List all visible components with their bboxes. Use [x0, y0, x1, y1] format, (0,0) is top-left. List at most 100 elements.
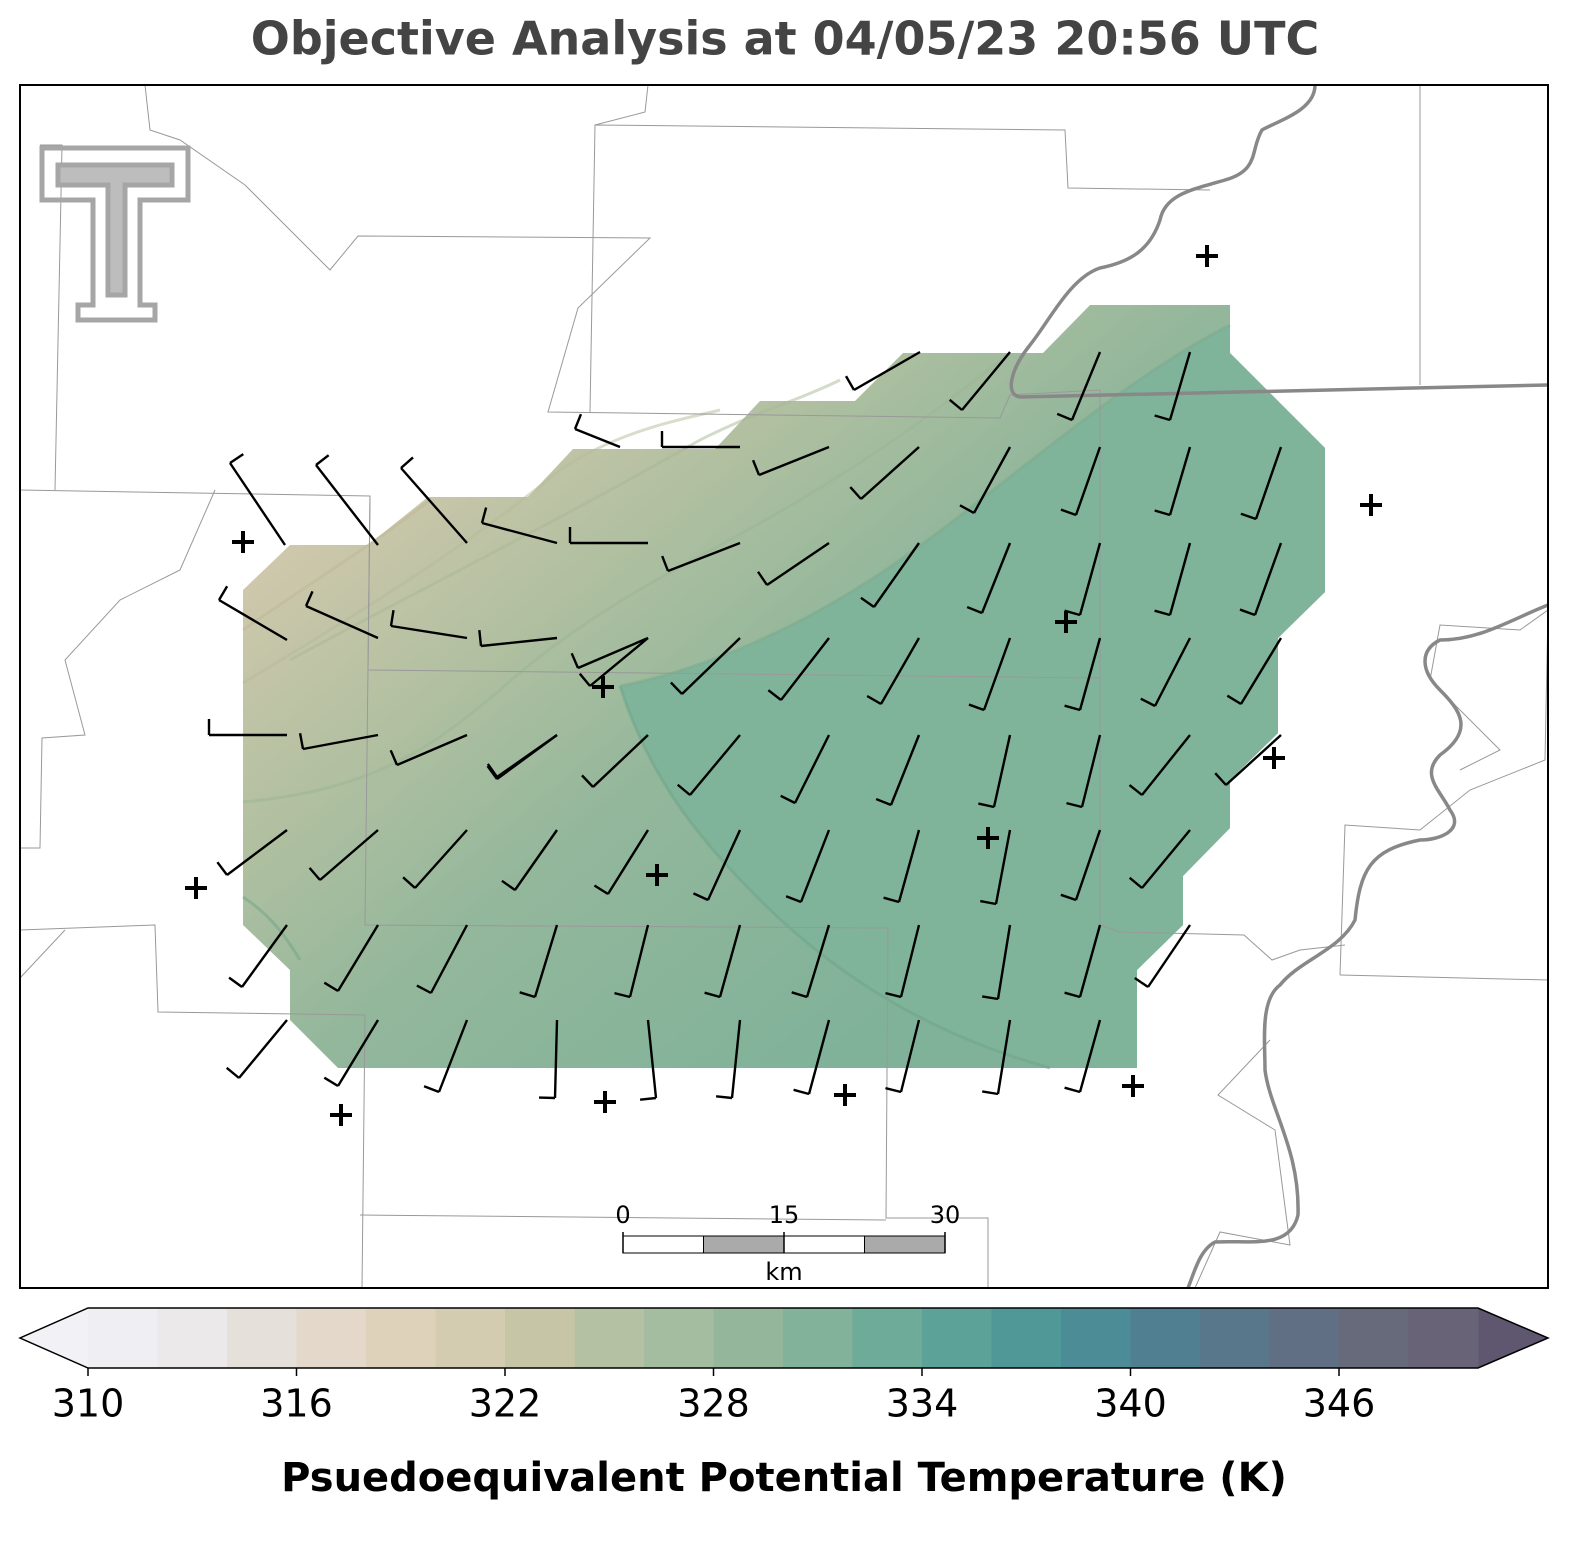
contour — [242, 895, 302, 961]
wind-barb — [1064, 542, 1102, 617]
colorbar-extend-high — [1478, 1308, 1548, 1368]
wind-barb — [225, 1019, 288, 1079]
wind-barb — [1140, 637, 1192, 708]
river — [1186, 603, 1548, 1288]
wind-barb — [849, 446, 920, 500]
wind-barb — [844, 350, 921, 392]
station — [232, 531, 254, 553]
map-area — [20, 85, 1548, 1288]
wind-barb — [860, 542, 920, 608]
county-line — [364, 495, 989, 1288]
wind-barb — [1056, 351, 1102, 422]
contour — [618, 685, 1051, 1070]
state-line — [1009, 85, 1548, 399]
wind-barb — [1064, 1019, 1102, 1094]
wind-barb — [875, 734, 921, 807]
contour — [289, 378, 841, 662]
wind-barb — [400, 456, 468, 544]
station — [646, 864, 668, 886]
colorbar-tick-label: 316 — [260, 1382, 333, 1426]
logo-t-inner — [55, 162, 175, 298]
colorbar-segment — [366, 1308, 436, 1368]
colorbar-segment — [435, 1308, 506, 1368]
county-line — [20, 924, 366, 1288]
wind-barb — [538, 1019, 559, 1100]
station — [977, 827, 999, 849]
wind-barb — [866, 637, 921, 706]
colorbar-segment — [1061, 1308, 1131, 1368]
wind-barb — [298, 733, 379, 751]
wind-barb — [980, 829, 1012, 906]
wind-barb — [767, 637, 830, 701]
station — [185, 877, 207, 899]
station — [1122, 1075, 1144, 1097]
wind-barb — [639, 1019, 658, 1101]
wind-barb — [670, 637, 741, 695]
title: Objective Analysis at 04/05/23 20:56 UTC — [251, 12, 1320, 66]
colorbar-segment — [783, 1308, 853, 1368]
station — [592, 676, 614, 698]
colorbar-segment — [157, 1308, 228, 1368]
wind-barb — [968, 637, 1012, 712]
wind-barb — [229, 453, 286, 546]
wind-barb — [791, 924, 831, 999]
wind-barb — [1214, 734, 1282, 786]
county-line — [144, 85, 1346, 961]
scale-bar: 0 15 30 km — [615, 1201, 960, 1286]
wind-barb — [1064, 637, 1102, 712]
map-frame — [19, 84, 1549, 1289]
county-line — [20, 489, 216, 849]
colorbar-segment — [296, 1308, 367, 1368]
wind-barb — [1239, 542, 1283, 617]
wind-barb — [416, 924, 469, 995]
wind-barb — [1060, 829, 1102, 902]
station — [1055, 611, 1077, 633]
logo — [39, 145, 191, 323]
colorbar-label: Psuedoequivalent Potential Temperature (… — [281, 1455, 1287, 1501]
scale-segment — [703, 1235, 785, 1254]
wind-barb — [785, 829, 831, 904]
wind-barb — [570, 636, 649, 670]
colorbar-segment — [991, 1308, 1062, 1368]
wind-barb — [315, 454, 379, 546]
wind-barb — [751, 445, 830, 477]
wind-barb — [661, 541, 741, 573]
wind-barb — [389, 733, 468, 767]
county-line — [359, 1214, 887, 1221]
wind-barb — [757, 542, 830, 586]
wind-barb — [885, 924, 921, 999]
wind-barb — [1240, 446, 1283, 521]
scale-tick-label: 15 — [769, 1201, 800, 1229]
county-line — [1339, 609, 1548, 976]
county-lines — [20, 85, 1548, 1288]
wind-barb — [982, 1019, 1012, 1096]
wind-barb — [480, 507, 558, 545]
wind-barb — [308, 829, 379, 881]
contour — [242, 498, 431, 632]
colorbar: 310 316 322 328 334 340 346 — [18, 1307, 1550, 1426]
scale-segment — [864, 1235, 946, 1254]
scale-tick-label: 30 — [930, 1201, 961, 1229]
colorbar-segment — [1130, 1308, 1201, 1368]
scale-segment — [783, 1235, 865, 1254]
wind-barb — [581, 734, 649, 788]
wind-barb — [389, 610, 468, 640]
wind-barb — [478, 629, 558, 648]
wind-barb — [1154, 446, 1192, 517]
county-line — [20, 929, 66, 979]
wind-barb — [704, 924, 742, 999]
wind-barb — [692, 829, 742, 902]
colorbar-tick-label: 322 — [469, 1382, 542, 1426]
contours — [242, 323, 1231, 1070]
station — [330, 1104, 352, 1126]
contour — [619, 323, 1231, 688]
wind-barb — [660, 431, 740, 449]
colorbar-tick-label: 346 — [1303, 1382, 1376, 1426]
logo-t — [39, 145, 191, 323]
wind-barb — [323, 924, 380, 993]
wind-barb — [982, 924, 1012, 1001]
wind-barb — [228, 924, 288, 988]
wind-barb — [323, 1019, 380, 1088]
colorbar-segment — [1339, 1308, 1409, 1368]
